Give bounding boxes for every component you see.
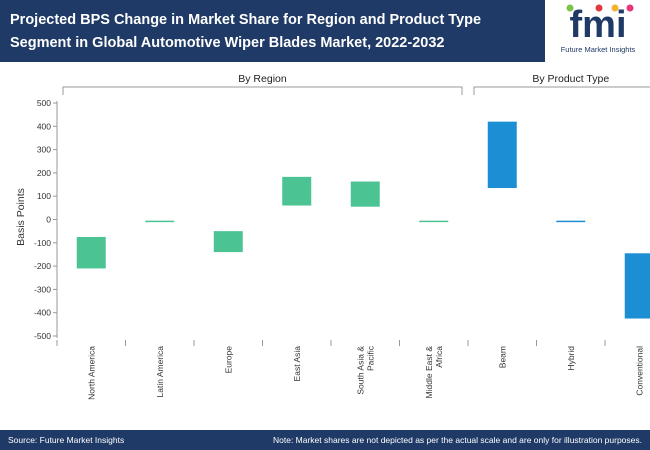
footer-bar: Source: Future Market Insights Note: Mar…: [0, 430, 650, 450]
logo-dot-red-icon: [595, 4, 603, 12]
logo-dot-yellow-icon: [611, 4, 619, 12]
y-tick-label: -200: [34, 261, 51, 271]
x-tick-label: East Asia: [292, 346, 302, 382]
logo-subtitle: Future Market Insights: [560, 45, 636, 54]
chart-area: By Region By Product Type 500 400 300 200 100…: [15, 73, 650, 400]
y-tick-label: 0: [46, 215, 51, 225]
chart-title: Projected BPS Change in Market Share for…: [10, 12, 482, 51]
bar-beam: [487, 121, 517, 189]
y-tick-label: 300: [37, 145, 51, 155]
y-tick-label: -100: [34, 238, 51, 248]
group-by-region-bracket: [62, 86, 463, 95]
y-tick-label: 500: [37, 98, 51, 108]
group-by-region-label: By Region: [238, 73, 287, 85]
group-by-product-type-bracket: [473, 86, 650, 95]
group-by-product-type-label: By Product Type: [532, 73, 609, 85]
x-axis-labels: North America Latin America Europe East Asi…: [56, 340, 644, 400]
x-tick-label: Hybrid: [566, 346, 576, 371]
y-axis: 500 400 300 200 100 0 -100 -200 -300 -400 -500: [34, 98, 58, 341]
group-brackets: By Region By Product Type: [62, 73, 650, 95]
y-tick-label: 200: [37, 168, 51, 178]
bar-middle-east-africa: [419, 220, 449, 223]
y-axis-label: Basis Points: [15, 188, 27, 246]
bar-south-asia-pacific: [350, 181, 380, 207]
y-tick-label: -300: [34, 284, 51, 294]
bar-east-asia: [282, 176, 312, 206]
x-tick-label: Latin America: [155, 346, 165, 398]
header-banner: Projected BPS Change in Market Share for…: [0, 0, 650, 62]
x-tick-label: Conventional: [634, 346, 644, 396]
bars-layer: [76, 121, 650, 319]
bar-conventional: [624, 253, 650, 319]
x-tick-label: Europe: [223, 346, 233, 374]
y-tick-label: 400: [37, 121, 51, 131]
fmi-logo: fmi: [566, 4, 634, 43]
y-tick-label: 100: [37, 191, 51, 201]
bar-latin-america: [145, 220, 175, 223]
x-tick-label: South Asia &Pacific: [355, 345, 375, 394]
bar-north-america: [76, 236, 106, 269]
y-tick-label: -400: [34, 308, 51, 318]
bar-europe: [213, 231, 243, 253]
bar-hybrid: [556, 220, 586, 223]
footer-source: Source: Future Market Insights: [8, 435, 125, 445]
x-tick-label: North America: [86, 346, 96, 400]
footer-note: Note: Market shares are not depicted as …: [272, 435, 642, 445]
x-tick-label: Middle East &Africa: [424, 346, 444, 399]
logo-dot-pink-icon: [626, 4, 634, 12]
y-tick-label: -500: [34, 331, 51, 341]
x-tick-label: Beam: [497, 346, 507, 368]
logo-dot-green-icon: [566, 4, 574, 12]
